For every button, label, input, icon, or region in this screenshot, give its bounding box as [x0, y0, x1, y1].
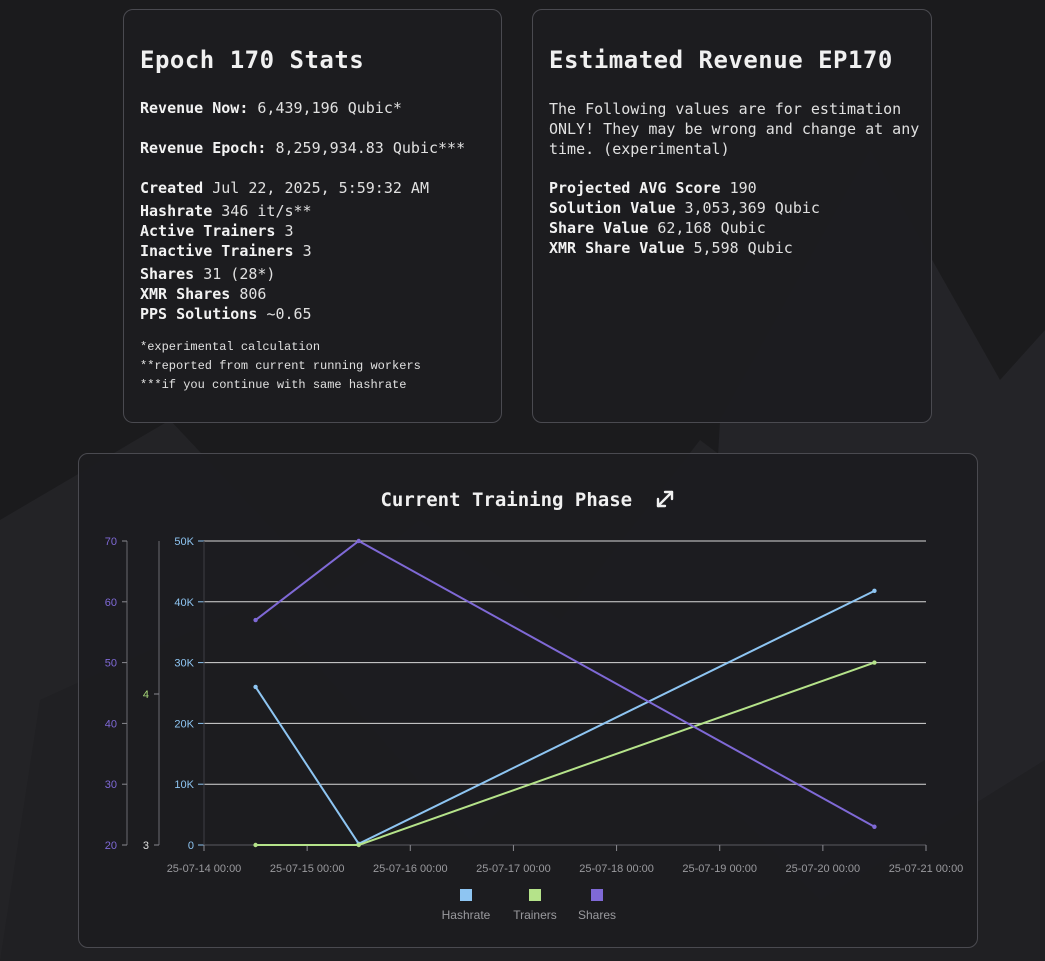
x-tick-label: 25-07-21 00:00: [889, 863, 964, 875]
hashrate-tick-label: 50K: [174, 536, 194, 548]
chart-title: Current Training Phase: [380, 489, 633, 511]
trainers-tick-label: 3: [143, 840, 149, 852]
projected-score-value: 190: [729, 179, 757, 197]
shares-tick-label: 60: [105, 597, 117, 609]
trainers-tick-label: 4: [143, 689, 149, 701]
created-label: Created: [140, 179, 204, 197]
revenue-epoch-label: Revenue Epoch:: [140, 139, 267, 157]
inactive-trainers-row: Inactive Trainers 3: [140, 242, 312, 260]
revenue-now-value: 6,439,196 Qubic*: [257, 99, 402, 117]
expand-arrows-icon[interactable]: [654, 488, 676, 510]
xmr-share-value-label: XMR Share Value: [549, 239, 685, 257]
shares-legend-swatch: [591, 889, 603, 901]
epoch-stats-card: Epoch 170 Stats Revenue Now: 6,439,196 Q…: [123, 9, 502, 423]
solution-value-label: Solution Value: [549, 199, 676, 217]
footnote-reported: **reported from current running workers: [140, 359, 421, 373]
created-value: Jul 22, 2025, 5:59:32 AM: [212, 179, 429, 197]
created-row: Created Jul 22, 2025, 5:59:32 AM: [140, 179, 429, 197]
x-tick-label: 25-07-19 00:00: [682, 863, 757, 875]
stats-title: Epoch 170 Stats: [140, 46, 365, 74]
xmr-share-value-value: 5,598 Qubic: [693, 239, 793, 257]
pps-solutions-label: PPS Solutions: [140, 305, 258, 323]
trainers-data-point: [872, 660, 877, 665]
share-value-value: 62,168 Qubic: [657, 219, 766, 237]
xmr-shares-label: XMR Shares: [140, 285, 231, 303]
chart-title-row: Current Training Phase: [79, 488, 977, 511]
hashrate-value: 346 it/s**: [221, 202, 312, 220]
hashrate-tick-label: 0: [188, 840, 194, 852]
hashrate-tick-label: 20K: [174, 718, 194, 730]
revenue-epoch-value: 8,259,934.83 Qubic***: [275, 139, 466, 157]
shares-tick-label: 70: [105, 536, 117, 548]
hashrate-data-point: [872, 588, 877, 594]
revenue-now-label: Revenue Now:: [140, 99, 249, 117]
hashrate-legend-label: Hashrate: [442, 908, 491, 922]
share-value-row: Share Value 62,168 Qubic: [549, 219, 766, 237]
projected-score-row: Projected AVG Score 190: [549, 179, 757, 197]
active-trainers-label: Active Trainers: [140, 222, 276, 240]
hashrate-tick-label: 30K: [174, 658, 194, 670]
training-phase-card: Current Training Phase 0 10K 20K 30K 40K 50K 3…: [78, 453, 978, 948]
pps-solutions-value: ~0.65: [266, 305, 312, 323]
shares-row: Shares 31 (28*): [140, 265, 275, 283]
hashrate-data-point: [253, 684, 258, 690]
inactive-trainers-value: 3: [302, 242, 312, 260]
shares-tick-label: 30: [105, 779, 117, 791]
shares-tick-label: 40: [105, 718, 117, 730]
hashrate-row: Hashrate 346 it/s**: [140, 202, 312, 220]
xmr-shares-value: 806: [239, 285, 267, 303]
hashrate-series-line: [254, 589, 875, 846]
shares-tick-label: 20: [105, 840, 117, 852]
revenue-now-row: Revenue Now: 6,439,196 Qubic*: [140, 99, 402, 117]
revenue-epoch-row: Revenue Epoch: 8,259,934.83 Qubic***: [140, 139, 465, 157]
solution-value-row: Solution Value 3,053,369 Qubic: [549, 199, 820, 217]
x-tick-label: 25-07-16 00:00: [373, 863, 448, 875]
estimated-revenue-card: Estimated Revenue EP170 The Following va…: [532, 9, 932, 423]
shares-tick-label: 50: [105, 658, 117, 670]
shares-legend-label: Shares: [578, 908, 616, 922]
pps-solutions-row: PPS Solutions ~0.65: [140, 305, 312, 323]
shares-label: Shares: [140, 265, 195, 283]
hashrate-tick-label: 40K: [174, 597, 194, 609]
x-tick-label: 25-07-17 00:00: [476, 863, 551, 875]
xmr-shares-row: XMR Shares 806: [140, 285, 266, 303]
revenue-disclaimer: The Following values are for estimation …: [549, 100, 920, 158]
trainers-data-point: [356, 842, 361, 848]
share-value-label: Share Value: [549, 219, 649, 237]
hashrate-legend-swatch: [460, 889, 472, 901]
footnote-experimental: *experimental calculation: [140, 340, 321, 354]
x-tick-label: 25-07-15 00:00: [270, 863, 345, 875]
trainers-series-line: [255, 661, 875, 846]
trainers-data-point: [253, 842, 258, 848]
trainers-legend-label: Trainers: [513, 908, 557, 922]
xmr-share-value-row: XMR Share Value 5,598 Qubic: [549, 239, 793, 257]
solution-value-value: 3,053,369 Qubic: [684, 199, 820, 217]
shares-data-point: [253, 617, 258, 623]
active-trainers-value: 3: [284, 222, 294, 240]
inactive-trainers-label: Inactive Trainers: [140, 242, 294, 260]
shares-data-point: [872, 824, 877, 829]
revenue-title: Estimated Revenue EP170: [549, 46, 893, 74]
hashrate-label: Hashrate: [140, 202, 213, 220]
trainers-legend-swatch: [529, 889, 541, 901]
hashrate-tick-label: 10K: [174, 779, 194, 791]
x-tick-label: 25-07-18 00:00: [579, 863, 654, 875]
x-tick-label: 25-07-20 00:00: [786, 863, 861, 875]
footnote-hashrate: ***if you continue with same hashrate: [140, 378, 407, 392]
shares-value: 31 (28*): [203, 265, 276, 283]
training-phase-chart[interactable]: 0 10K 20K 30K 40K 50K 3 4 20 30 40 50 60 70 25-07-14 0…: [79, 454, 977, 947]
projected-score-label: Projected AVG Score: [549, 179, 721, 197]
active-trainers-row: Active Trainers 3: [140, 222, 294, 240]
x-tick-label: 25-07-14 00:00: [167, 863, 242, 875]
shares-data-point: [356, 538, 361, 544]
